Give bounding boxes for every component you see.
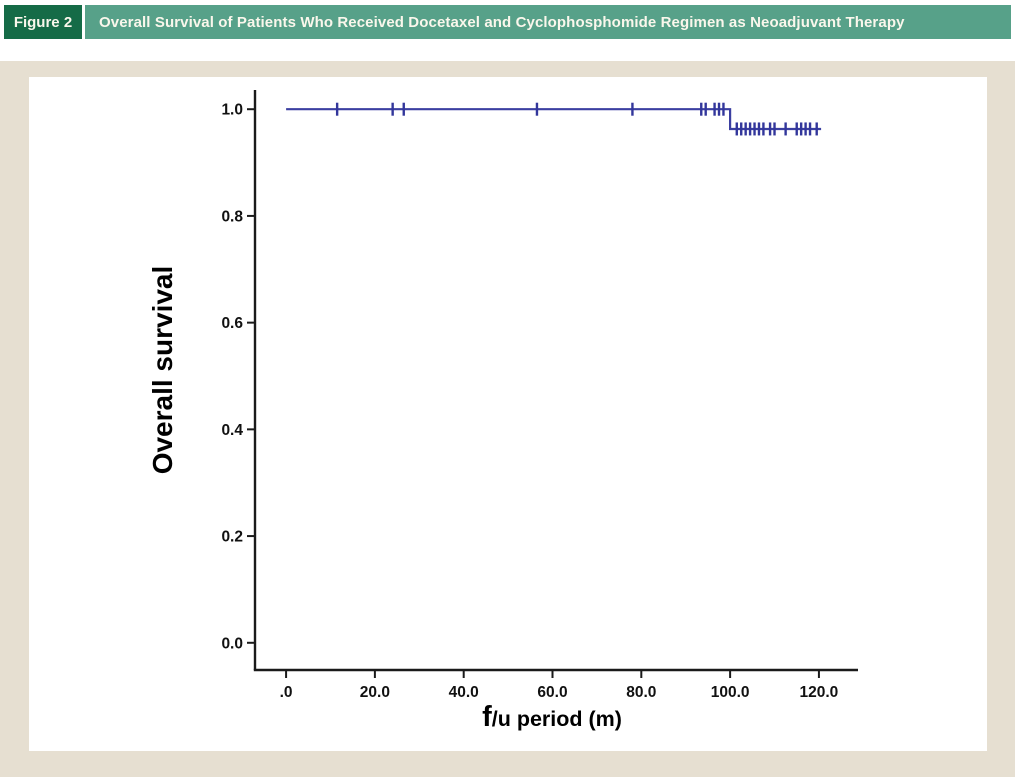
x-tick-label: 60.0 — [537, 684, 567, 701]
y-tick-label: 1.0 — [221, 102, 243, 119]
figure-number-badge: Figure 2 — [4, 5, 82, 39]
x-tick-label: 120.0 — [800, 684, 839, 701]
x-tick-label: 100.0 — [711, 684, 750, 701]
y-tick-label: 0.6 — [221, 315, 243, 332]
x-tick-label: .0 — [280, 684, 293, 701]
y-axis-title: Overall survival — [147, 266, 178, 475]
y-tick-label: 0.4 — [221, 422, 243, 439]
y-tick-label: 0.0 — [221, 635, 243, 652]
figure-panel: 0.0 0.2 0.4 0.6 0.8 1.0 .0 20.0 40.0 60.0 80.0 100.… — [0, 61, 1015, 777]
figure-number-label: Figure 2 — [13, 13, 73, 31]
x-tick-label: 40.0 — [449, 684, 479, 701]
y-tick-label: 0.8 — [221, 208, 243, 225]
figure-title-bar: Overall Survival of Patients Who Receive… — [85, 5, 1011, 39]
x-axis-title: f/u period (m) — [482, 701, 622, 733]
x-tick-label: 80.0 — [626, 684, 656, 701]
figure-header: Figure 2 Overall Survival of Patients Wh… — [4, 5, 1011, 39]
km-chart-area: 0.0 0.2 0.4 0.6 0.8 1.0 .0 20.0 40.0 60.0 80.0 100.… — [29, 77, 987, 751]
km-chart-svg: 0.0 0.2 0.4 0.6 0.8 1.0 .0 20.0 40.0 60.0 80.0 100.… — [147, 90, 858, 733]
y-tick-label: 0.2 — [221, 529, 243, 546]
header-divider — [82, 5, 85, 39]
figure-title: Overall Survival of Patients Who Receive… — [99, 13, 905, 31]
x-tick-label: 20.0 — [360, 684, 390, 701]
